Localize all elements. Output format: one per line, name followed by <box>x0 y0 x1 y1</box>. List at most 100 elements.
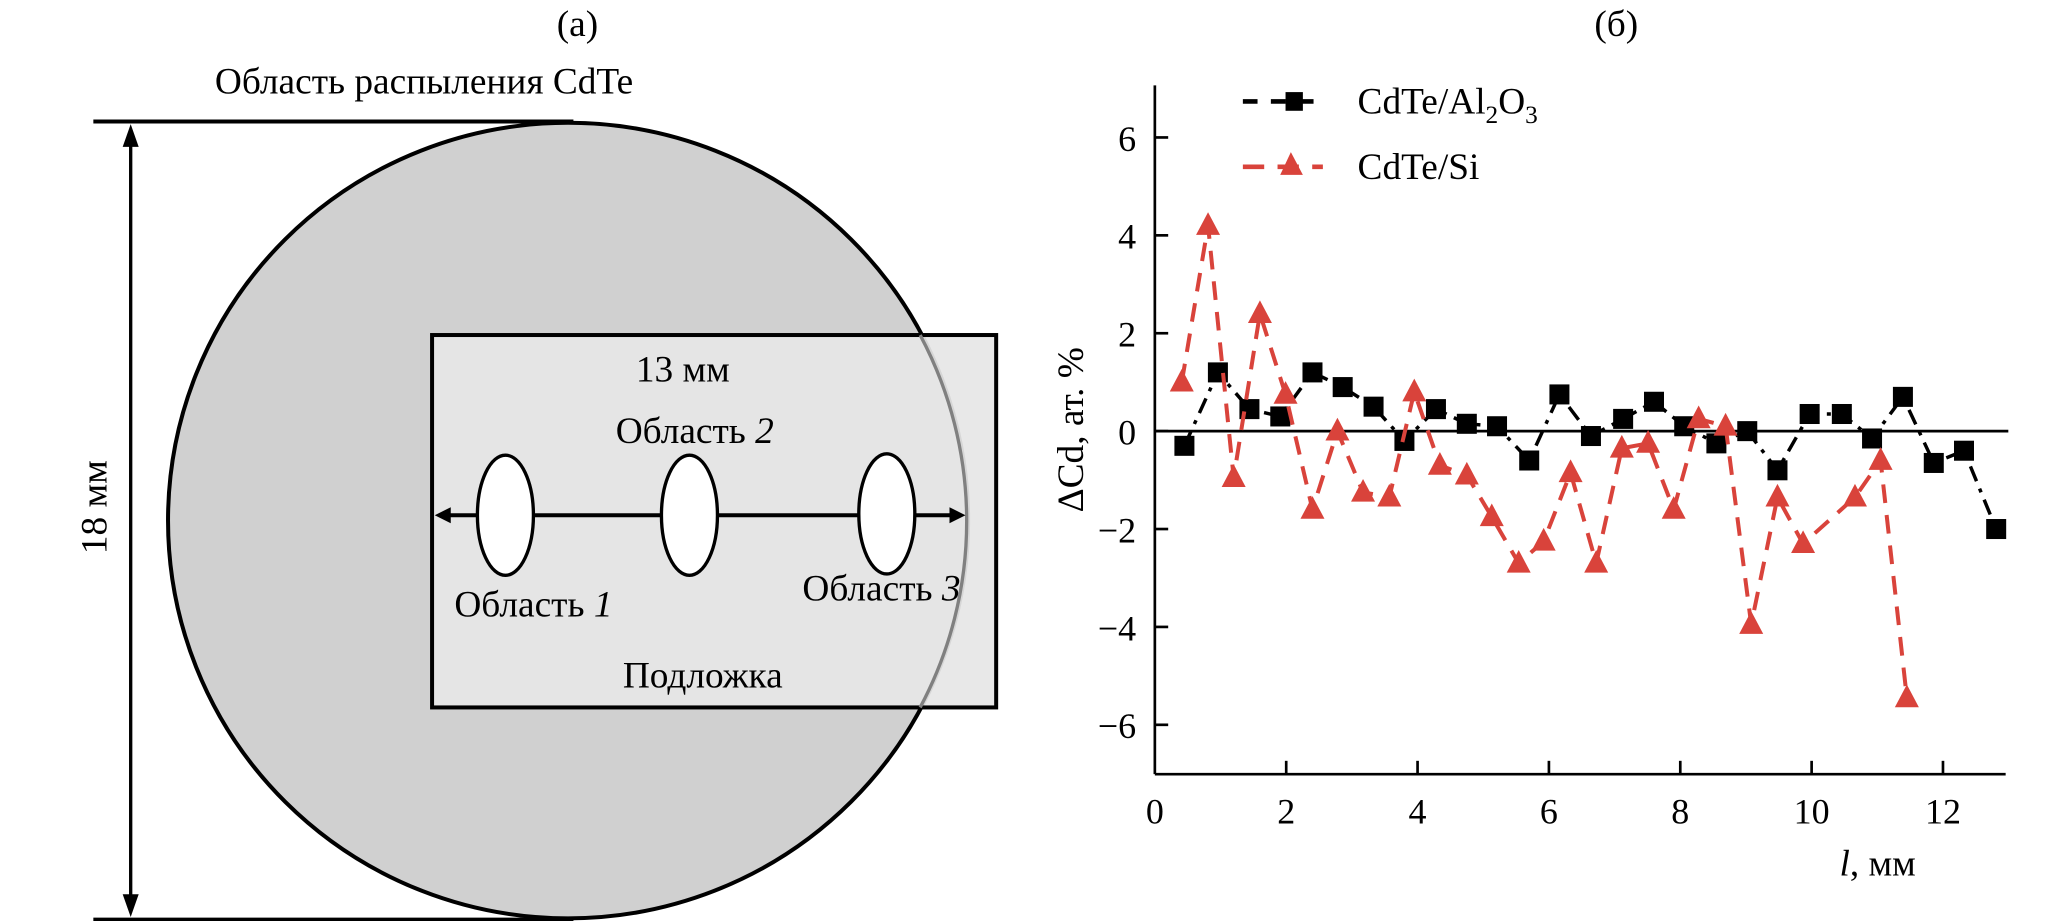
data-point-square <box>1767 460 1788 481</box>
data-point-triangle <box>1558 459 1583 483</box>
region-1-ellipse <box>475 453 536 577</box>
panel-a: (a) Область распыления CdTe 18 мм 13 мм <box>75 4 999 921</box>
data-point-square <box>1953 440 1974 461</box>
data-point-square <box>1674 416 1695 437</box>
data-point-triangle <box>1196 212 1221 235</box>
diameter-label: 18 мм <box>75 460 116 554</box>
data-point-square <box>1519 450 1540 471</box>
region-1-label: Область 1 <box>454 585 612 626</box>
series-line-al2o3 <box>1182 369 1998 530</box>
data-point-triangle <box>1636 430 1661 453</box>
data-point-triangle <box>1247 300 1272 324</box>
data-point-triangle <box>1169 368 1194 392</box>
data-point-square <box>1456 413 1477 434</box>
region-3-word: Область <box>802 569 932 610</box>
data-point-triangle <box>1609 434 1634 458</box>
data-point-triangle <box>1894 684 1919 708</box>
y-tick-label: 0 <box>1118 412 1136 452</box>
x-axis-label-unit: , мм <box>1850 844 1916 885</box>
data-point-triangle <box>1765 483 1790 507</box>
data-point-triangle <box>1454 461 1479 485</box>
legend-item-al2o3: CdTe/Al2O3 <box>1242 81 1538 129</box>
series-layer <box>1169 212 2007 708</box>
series-line-si <box>1179 225 1909 699</box>
data-point-triangle <box>1506 549 1531 573</box>
region-1-word: Область <box>454 585 584 626</box>
data-point-square <box>1737 421 1758 442</box>
panel-a-label: (a) <box>557 4 598 45</box>
series-si <box>1169 212 1919 708</box>
legend-marker-triangle-icon <box>1280 152 1303 175</box>
y-ticks: −6 −4 −2 0 2 4 6 <box>1098 119 1169 746</box>
data-point-triangle <box>1325 417 1350 441</box>
y-tick-label: 6 <box>1118 119 1136 159</box>
x-tick-label: 8 <box>1671 792 1689 832</box>
data-point-triangle <box>1351 478 1376 502</box>
legend: CdTe/Al2O3 CdTe/Si <box>1242 81 1538 188</box>
data-point-square <box>1799 403 1820 425</box>
x-tick-label: 10 <box>1794 792 1830 832</box>
x-tick-label: 4 <box>1409 792 1427 832</box>
arrow-head-right-icon <box>949 507 966 524</box>
arrow-head-up-icon <box>122 124 139 147</box>
sputter-area-edge-overlay <box>918 334 969 709</box>
x-axis-label: l, мм <box>1839 844 1915 885</box>
data-point-square <box>1425 399 1446 420</box>
region-2-number: 2 <box>755 411 774 452</box>
region-1-number: 1 <box>594 585 613 626</box>
data-point-triangle <box>1661 496 1686 519</box>
data-point-square <box>1270 406 1291 427</box>
data-point-square <box>1487 416 1508 437</box>
data-point-triangle <box>1584 549 1609 573</box>
y-tick-label: −4 <box>1098 608 1136 648</box>
legend-al2o3-sub2: 3 <box>1525 101 1538 129</box>
legend-al2o3-mid: O <box>1498 81 1525 122</box>
data-point-square <box>1892 386 1913 407</box>
data-point-square <box>1923 452 1944 473</box>
diameter-arrow <box>122 124 139 917</box>
substrate-width-label: 13 мм <box>636 350 730 391</box>
legend-label-si: CdTe/Si <box>1358 147 1480 188</box>
data-point-square <box>1986 519 2007 540</box>
region-3-label: Область 3 <box>802 569 960 610</box>
substrate-label: Подложка <box>623 655 783 696</box>
arrow-head-down-icon <box>122 894 139 917</box>
y-tick-label: 2 <box>1118 315 1136 355</box>
data-point-square <box>1363 396 1384 417</box>
data-point-square <box>1302 362 1323 383</box>
arrow-head-left-icon <box>434 507 451 524</box>
data-point-triangle <box>1427 452 1452 475</box>
data-point-square <box>1706 433 1727 454</box>
legend-label-al2o3: CdTe/Al2O3 <box>1358 81 1538 128</box>
data-point-square <box>1174 435 1195 456</box>
data-point-square <box>1831 403 1852 425</box>
data-point-triangle <box>1377 483 1402 507</box>
data-point-triangle <box>1868 447 1893 470</box>
panel-b-label: (б) <box>1594 4 1638 45</box>
data-point-triangle <box>1221 464 1246 487</box>
data-point-triangle <box>1842 483 1867 507</box>
legend-marker-square-icon <box>1285 92 1303 111</box>
data-point-square <box>1862 428 1883 449</box>
y-axis-label: ΔCd, ат. % <box>1051 347 1092 512</box>
data-point-triangle <box>1531 527 1556 551</box>
series-al2o3 <box>1174 362 2007 540</box>
data-point-triangle <box>1273 381 1298 404</box>
region-2-label: Область 2 <box>616 411 774 452</box>
data-point-square <box>1643 391 1665 412</box>
data-point-triangle <box>1713 412 1738 436</box>
x-tick-label: 2 <box>1277 792 1295 832</box>
data-point-triangle <box>1402 378 1427 402</box>
region-2-ellipse <box>659 453 720 577</box>
x-axis-label-var: l <box>1839 844 1849 885</box>
data-point-square <box>1332 377 1353 398</box>
legend-al2o3-main: CdTe/Al <box>1358 81 1486 122</box>
data-point-triangle <box>1791 530 1816 554</box>
x-ticks: 0 2 4 6 8 10 12 <box>1146 760 1961 832</box>
region-3-ellipse <box>857 452 917 576</box>
x-tick-label: 0 <box>1146 792 1164 832</box>
panel-b: (б) −6 −4 −2 0 2 4 6 0 2 4 6 8 10 12 ΔCd, ат. % l, м… <box>1051 4 2009 885</box>
legend-item-si: CdTe/Si <box>1242 147 1480 188</box>
data-point-square <box>1549 384 1570 405</box>
